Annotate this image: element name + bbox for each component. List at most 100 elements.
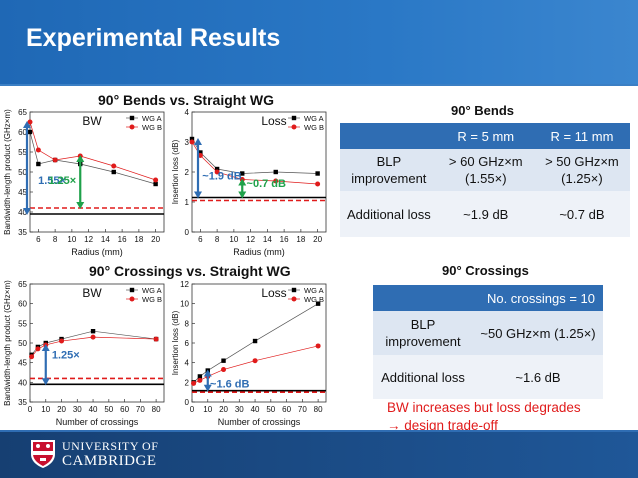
data-point-wg-b bbox=[214, 169, 220, 175]
arrow-blue-head-bottom bbox=[194, 191, 202, 199]
x-tick-label: 8 bbox=[53, 235, 58, 244]
crossings-table-header: No. crossings = 10 bbox=[373, 285, 603, 311]
slide-footer: UNIVERSITY OF CAMBRIDGE bbox=[0, 432, 638, 478]
data-point-wg-b bbox=[90, 334, 96, 340]
y-tick-label: 50 bbox=[18, 168, 27, 177]
bends-blp-r11: > 50 GHz×m (1.25×) bbox=[545, 154, 619, 186]
legend-label: WG A bbox=[304, 114, 324, 123]
y-tick-label: 65 bbox=[18, 280, 27, 289]
data-point-wg-b bbox=[221, 367, 227, 373]
arrow-green-head-bottom bbox=[238, 191, 247, 199]
x-axis-label: Radius (mm) bbox=[71, 247, 123, 257]
x-tick-label: 60 bbox=[120, 405, 129, 414]
data-point-wg-b bbox=[252, 358, 258, 364]
x-tick-label: 20 bbox=[313, 235, 322, 244]
data-point-wg-b bbox=[35, 147, 41, 153]
legend-label: WG A bbox=[142, 114, 162, 123]
university-line-2: CAMBRIDGE bbox=[62, 453, 157, 469]
y-tick-label: 35 bbox=[18, 398, 27, 407]
legend-marker bbox=[129, 115, 135, 121]
annotation-1-6db: ~1.6 dB bbox=[210, 378, 249, 390]
data-point-wg-b bbox=[197, 377, 203, 383]
crossings-row-blp: BLP improvement ~50 GHz×m (1.25×) bbox=[373, 311, 603, 355]
y-tick-label: 55 bbox=[18, 148, 27, 157]
x-tick-label: 10 bbox=[203, 405, 212, 414]
legend-marker bbox=[291, 124, 297, 130]
bends-row-loss: Additional loss ~1.9 dB ~0.7 dB bbox=[340, 191, 630, 237]
arrow-blue-head-bottom bbox=[23, 208, 31, 215]
annotation-1-9db: ~1.9 dB bbox=[202, 171, 241, 183]
x-axis-label: Number of crossings bbox=[56, 417, 139, 427]
y-tick-label: 60 bbox=[18, 128, 27, 137]
bends-table: R = 5 mm R = 11 mm BLP improvement > 60 … bbox=[340, 123, 630, 237]
footer-divider bbox=[0, 430, 638, 432]
bends-section-title: 90° Bends bbox=[451, 103, 515, 118]
data-point-wg-b bbox=[315, 181, 321, 187]
x-tick-label: 18 bbox=[134, 235, 143, 244]
y-axis-label: Insertion loss (dB) bbox=[171, 310, 180, 375]
panel-label: BW bbox=[82, 286, 102, 300]
header-divider bbox=[0, 84, 638, 86]
data-point-wg-b bbox=[153, 336, 159, 342]
chart-crossings-loss: 0 10 20 30 40 50 60 70 80 0 2 4 6 8 10 12 Number of cros… bbox=[171, 280, 327, 427]
arrow-blue-head-top bbox=[41, 343, 50, 351]
tradeoff-note: BW increases but loss degrades → design … bbox=[387, 399, 581, 435]
y-tick-label: 4 bbox=[185, 108, 190, 117]
y-tick-label: 65 bbox=[18, 108, 27, 117]
bends-blp-r5: > 60 GHz×m (1.55×) bbox=[448, 154, 523, 186]
data-point-wg-a bbox=[252, 338, 258, 344]
y-tick-label: 2 bbox=[185, 378, 190, 387]
arrow-blue-head-top bbox=[203, 369, 212, 377]
data-point-wg-a bbox=[153, 181, 158, 187]
bends-header-r11: R = 11 mm bbox=[533, 123, 630, 149]
legend-label: WG A bbox=[142, 286, 162, 295]
x-tick-label: 20 bbox=[219, 405, 228, 414]
x-tick-label: 30 bbox=[73, 405, 82, 414]
legend-label: WG B bbox=[304, 123, 324, 132]
y-tick-label: 35 bbox=[18, 228, 27, 237]
x-tick-label: 50 bbox=[266, 405, 275, 414]
y-tick-label: 10 bbox=[180, 300, 189, 309]
y-tick-label: 0 bbox=[185, 398, 190, 407]
crossings-chart-title: 90° Crossings vs. Straight WG bbox=[89, 263, 291, 279]
crossings-header-count: No. crossings = 10 bbox=[473, 285, 603, 311]
data-point-wg-a bbox=[90, 329, 96, 334]
bends-header-blank bbox=[340, 123, 438, 149]
data-point-wg-b bbox=[59, 338, 65, 344]
data-point-wg-a bbox=[198, 150, 203, 155]
arrow-blue-head-bottom bbox=[203, 384, 212, 392]
data-point-wg-b bbox=[29, 354, 35, 360]
x-tick-label: 0 bbox=[190, 405, 195, 414]
crossings-row-loss: Additional loss ~1.6 dB bbox=[373, 355, 603, 399]
data-point-wg-a bbox=[240, 171, 245, 176]
y-axis-label: Insertion loss (dB) bbox=[171, 139, 180, 204]
annotation-1-25x: 1.25× bbox=[48, 175, 76, 187]
data-point-wg-a bbox=[315, 171, 320, 176]
x-tick-label: 50 bbox=[104, 405, 113, 414]
crossings-header-blank bbox=[373, 285, 473, 311]
data-point-wg-b bbox=[35, 346, 41, 352]
bends-chart-title: 90° Bends vs. Straight WG bbox=[98, 92, 274, 108]
legend-label: WG B bbox=[142, 123, 162, 132]
data-point-wg-b bbox=[197, 153, 203, 158]
panel-label: Loss bbox=[261, 114, 286, 128]
y-tick-label: 45 bbox=[18, 359, 27, 368]
legend-marker bbox=[291, 287, 297, 293]
x-tick-label: 70 bbox=[136, 405, 145, 414]
x-tick-label: 0 bbox=[28, 405, 33, 414]
note-line-2: → design trade-off bbox=[387, 418, 498, 433]
data-point-wg-b bbox=[315, 343, 321, 349]
university-name: UNIVERSITY OF CAMBRIDGE bbox=[62, 439, 158, 469]
bends-header-r5: R = 5 mm bbox=[437, 123, 534, 149]
plot-area bbox=[29, 111, 165, 233]
slide-header: Experimental Results bbox=[0, 0, 638, 84]
y-tick-label: 1 bbox=[185, 198, 190, 207]
arrow-blue-head-bottom bbox=[41, 378, 50, 386]
x-tick-label: 14 bbox=[101, 235, 110, 244]
data-point-wg-a bbox=[221, 358, 226, 363]
crossings-table: No. crossings = 10 BLP improvement ~50 G… bbox=[373, 285, 603, 399]
x-tick-label: 80 bbox=[152, 405, 161, 414]
crossings-blp-value: ~50 GHz×m (1.25×) bbox=[480, 325, 596, 341]
series-line-wg-a bbox=[29, 131, 156, 185]
x-tick-label: 10 bbox=[229, 235, 238, 244]
